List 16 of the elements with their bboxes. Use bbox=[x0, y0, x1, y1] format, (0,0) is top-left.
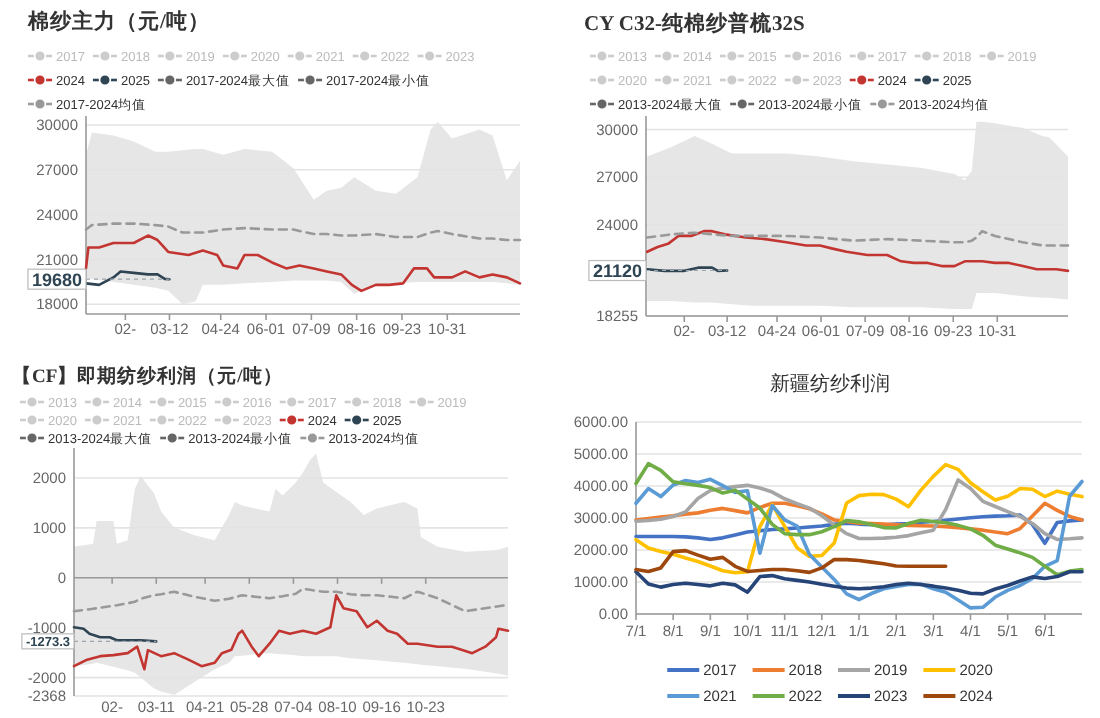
line-series bbox=[634, 569, 1084, 596]
annotation: 21120 bbox=[592, 261, 642, 281]
line-series bbox=[634, 501, 1084, 536]
chart-title: 新疆纺纱利润 bbox=[770, 372, 890, 396]
note: 19680 bbox=[27, 268, 171, 290]
line-series bbox=[72, 593, 510, 671]
line-series bbox=[645, 229, 1070, 273]
chart-title: 【CF】即期纺纱利润（元/吨） bbox=[12, 364, 283, 388]
line-series bbox=[634, 548, 948, 575]
annotation: 19680 bbox=[31, 269, 82, 290]
chart-title: 棉纱主力（元/吨） bbox=[26, 8, 210, 34]
line-series bbox=[72, 625, 158, 643]
note: 21120 bbox=[588, 259, 728, 282]
chart-title: CY C32-纯棉纱普梳32S bbox=[584, 10, 805, 36]
line-series bbox=[634, 513, 1084, 546]
line-series bbox=[634, 477, 1084, 610]
